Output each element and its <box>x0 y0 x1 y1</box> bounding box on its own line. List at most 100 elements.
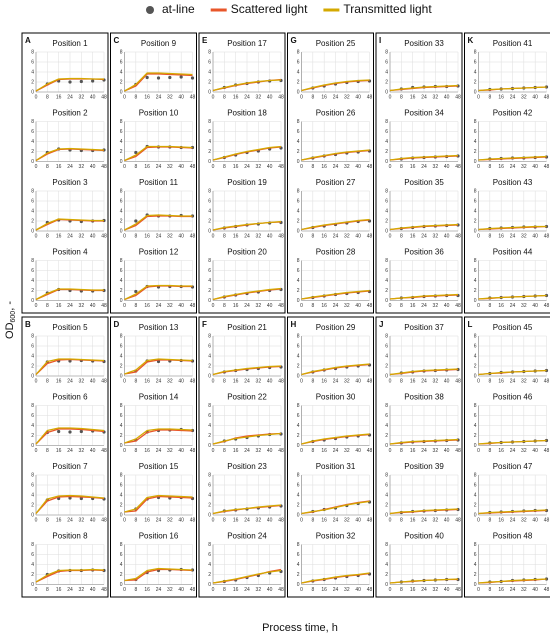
x-tick-label: 8 <box>46 448 49 454</box>
y-tick-label: 6 <box>385 413 388 419</box>
y-tick-label: 2 <box>31 572 34 578</box>
x-tick-label: 24 <box>67 164 73 170</box>
x-tick-label: 40 <box>90 164 96 170</box>
x-tick-label: 16 <box>321 517 327 523</box>
plot-title: Position 10 <box>139 109 179 118</box>
y-tick-label: 6 <box>31 268 34 274</box>
at-line-point <box>68 359 72 363</box>
x-axis-label: Process time, h <box>262 622 338 634</box>
series-line <box>212 220 282 231</box>
panel-frame <box>464 32 550 314</box>
x-tick-label: 8 <box>488 233 491 239</box>
y-tick-label: 0 <box>385 373 388 379</box>
x-tick-label: 48 <box>455 233 461 239</box>
x-tick-label: 8 <box>400 303 403 309</box>
plot-title: Position 33 <box>404 39 444 48</box>
y-tick-label: 6 <box>385 129 388 135</box>
y-tick-label: 4 <box>385 423 388 429</box>
x-tick-label: 40 <box>444 233 450 239</box>
at-line-point <box>145 75 149 80</box>
y-tick-label: 8 <box>474 333 477 339</box>
x-tick-label: 16 <box>498 378 504 384</box>
x-tick-label: 0 <box>123 94 126 100</box>
y-tick-label: 8 <box>297 49 300 55</box>
y-tick-label: 0 <box>385 228 388 234</box>
x-tick-label: 24 <box>156 94 162 100</box>
y-tick-label: 2 <box>474 433 477 439</box>
series-line <box>478 439 547 445</box>
x-tick-label: 24 <box>421 303 427 309</box>
panel-frame <box>375 316 463 598</box>
x-tick-label: 40 <box>90 233 96 239</box>
x-tick-label: 40 <box>178 94 184 100</box>
y-label-subscript: 600 <box>10 311 17 323</box>
x-tick-label: 8 <box>311 517 314 523</box>
x-tick-label: 48 <box>544 303 550 309</box>
y-tick-label: 4 <box>31 208 34 214</box>
x-tick-label: 40 <box>444 517 450 523</box>
y-tick-label: 4 <box>474 278 477 284</box>
y-tick-label: 6 <box>208 198 211 204</box>
series-line <box>35 147 105 162</box>
x-tick-label: 16 <box>56 303 62 309</box>
x-tick-label: 40 <box>355 378 361 384</box>
x-tick-label: 16 <box>144 587 150 593</box>
plot-title: Position 31 <box>316 462 356 471</box>
x-tick-label: 48 <box>367 448 373 454</box>
x-tick-label: 8 <box>400 94 403 100</box>
x-tick-label: 16 <box>56 164 62 170</box>
x-tick-label: 40 <box>355 448 361 454</box>
x-tick-label: 40 <box>444 448 450 454</box>
series-line <box>124 72 193 92</box>
x-tick-label: 24 <box>333 94 339 100</box>
x-tick-label: 16 <box>144 94 150 100</box>
y-tick-label: 8 <box>385 333 388 339</box>
y-tick-label: 2 <box>474 572 477 578</box>
y-tick-label: 6 <box>120 129 123 135</box>
y-tick-label: 6 <box>474 482 477 488</box>
x-tick-label: 8 <box>488 94 491 100</box>
y-tick-label: 8 <box>31 472 34 478</box>
y-tick-label: 6 <box>474 198 477 204</box>
x-tick-label: 40 <box>355 587 361 593</box>
y-tick-label: 6 <box>385 552 388 558</box>
y-tick-label: 6 <box>208 482 211 488</box>
y-tick-label: 2 <box>385 288 388 294</box>
x-tick-label: 32 <box>521 233 527 239</box>
y-tick-label: 4 <box>208 69 211 75</box>
y-tick-label: 0 <box>385 443 388 449</box>
legend-label: Scattered light <box>231 2 308 16</box>
y-tick-label: 4 <box>385 69 388 75</box>
y-tick-label: 6 <box>208 268 211 274</box>
plot-title: Position 30 <box>316 393 356 402</box>
x-tick-label: 16 <box>233 164 239 170</box>
legend-marker <box>146 6 154 14</box>
y-tick-label: 6 <box>31 129 34 135</box>
x-tick-label: 40 <box>267 164 273 170</box>
x-tick-label: 16 <box>233 233 239 239</box>
y-tick-label: 2 <box>208 79 211 85</box>
x-tick-label: 24 <box>510 303 516 309</box>
y-tick-label: 8 <box>208 188 211 194</box>
y-tick-label: 0 <box>297 159 300 165</box>
at-line-point <box>68 496 72 500</box>
y-tick-label: 2 <box>385 433 388 439</box>
x-tick-label: 8 <box>134 94 137 100</box>
series-line <box>212 79 282 92</box>
y-tick-label: 2 <box>31 433 34 439</box>
x-tick-label: 24 <box>421 164 427 170</box>
y-tick-label: 2 <box>474 149 477 155</box>
y-tick-label: 6 <box>385 59 388 65</box>
x-tick-label: 32 <box>433 164 439 170</box>
x-tick-label: 32 <box>167 378 173 384</box>
series-line <box>35 428 105 445</box>
x-tick-label: 32 <box>521 94 527 100</box>
y-tick-label: 2 <box>297 572 300 578</box>
y-tick-label: 2 <box>208 288 211 294</box>
x-tick-label: 32 <box>167 164 173 170</box>
panel-label: B <box>25 320 31 329</box>
x-tick-label: 40 <box>444 378 450 384</box>
y-tick-label: 2 <box>120 363 123 369</box>
x-tick-label: 8 <box>46 378 49 384</box>
